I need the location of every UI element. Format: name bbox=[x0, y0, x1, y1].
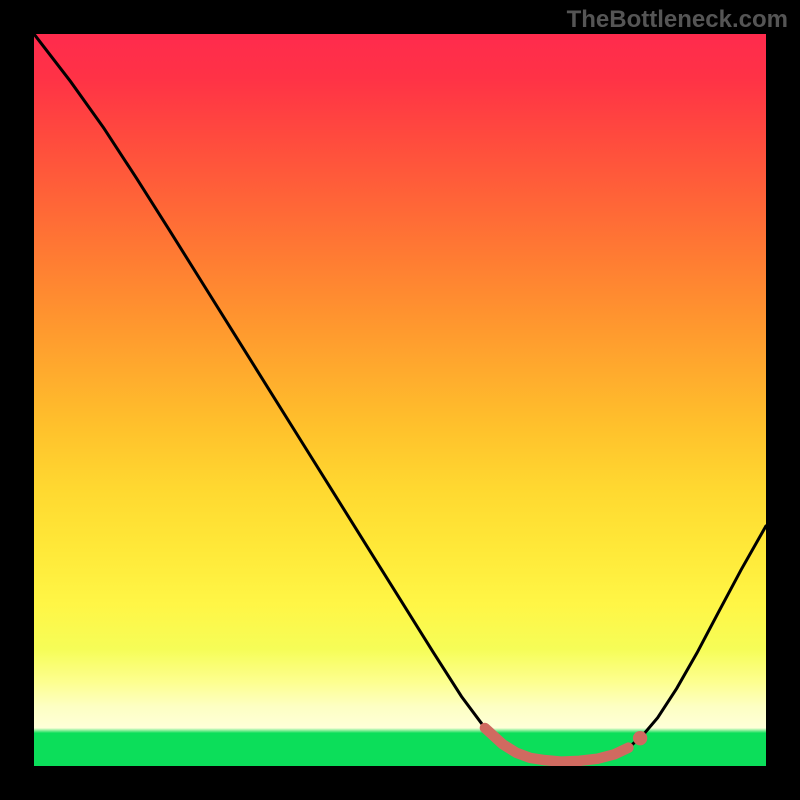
gradient-background bbox=[34, 34, 766, 766]
plot-area bbox=[34, 34, 766, 766]
plot-svg bbox=[34, 34, 766, 766]
chart-wrapper: TheBottleneck.com bbox=[0, 0, 800, 800]
emphasis-dot bbox=[633, 731, 647, 745]
watermark-text: TheBottleneck.com bbox=[567, 6, 788, 34]
